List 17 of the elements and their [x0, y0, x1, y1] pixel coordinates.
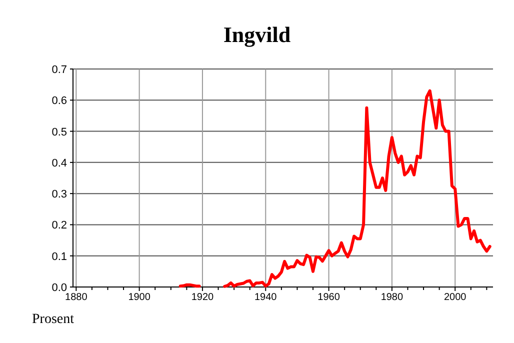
y-tick-label: 0.7 — [52, 64, 67, 76]
y-tick-label: 0.1 — [52, 250, 67, 263]
x-tick-label: 2000 — [444, 292, 467, 303]
x-tick-label: 1920 — [191, 292, 214, 303]
y-tick-label: 0.0 — [52, 282, 67, 294]
y-tick-label: 0.3 — [52, 188, 67, 201]
x-tick-label: 1960 — [318, 292, 340, 303]
x-tick-label: 1880 — [65, 292, 88, 303]
y-tick-label: 0.6 — [52, 95, 67, 108]
x-tick-label: 1940 — [254, 292, 278, 303]
y-tick-label: 0.5 — [52, 126, 67, 138]
x-tick-label: 1900 — [128, 292, 151, 303]
x-tick-label: 1980 — [380, 292, 404, 303]
y-tick-label: 0.4 — [52, 157, 67, 170]
chart-title: Ingvild — [223, 22, 291, 47]
y-tick-label: 0.2 — [52, 220, 67, 232]
y-axis-title: Prosent — [32, 312, 74, 327]
